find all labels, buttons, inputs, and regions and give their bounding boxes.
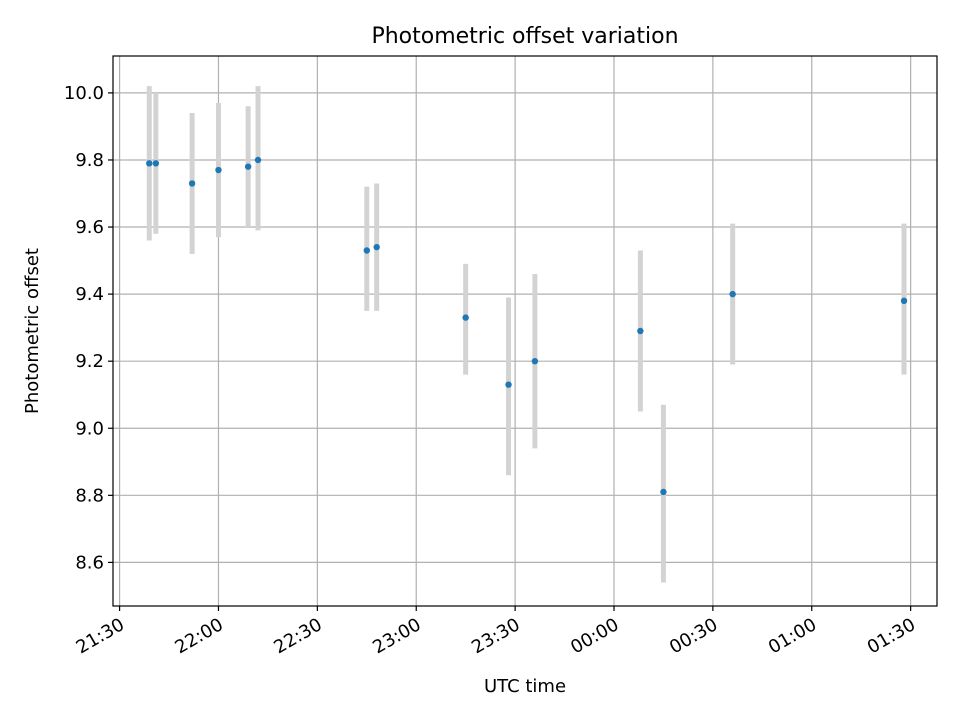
data-point [637, 327, 644, 335]
x-axis: 21:30 22:00 22:30 23:00 23:30 00:00 00:30 01:00… [73, 606, 919, 658]
x-tick-label: 00:00 [567, 614, 622, 658]
x-tick-label: 01:30 [864, 614, 919, 658]
data-point [146, 160, 153, 167]
y-tick-label: 9.2 [75, 351, 104, 372]
data-points [146, 156, 908, 496]
x-tick-label: 01:00 [765, 614, 820, 658]
data-point [505, 381, 512, 388]
y-tick-label: 9.8 [75, 150, 104, 171]
y-tick-label: 9.0 [75, 418, 104, 439]
x-tick-label: 00:30 [666, 614, 721, 658]
data-point [215, 166, 222, 174]
data-point [660, 488, 667, 496]
y-tick-label: 8.6 [75, 552, 104, 573]
data-point [729, 290, 736, 298]
y-axis-label: Photometric offset [22, 248, 43, 414]
data-point [373, 243, 380, 251]
x-tick-label: 22:30 [270, 614, 325, 658]
data-point [900, 297, 908, 305]
x-tick-label: 22:00 [172, 614, 227, 658]
data-point [244, 163, 252, 170]
data-point [531, 357, 539, 365]
plot-background [113, 56, 937, 606]
data-point [462, 314, 469, 321]
x-tick-label: 23:00 [369, 614, 424, 658]
data-point [188, 180, 196, 187]
data-point [152, 160, 160, 167]
grid [113, 56, 937, 606]
y-tick-label: 9.6 [75, 217, 104, 238]
x-tick-label: 21:30 [73, 614, 128, 658]
y-tick-label: 9.4 [75, 284, 104, 305]
x-tick-label: 23:30 [468, 614, 523, 658]
y-tick-label: 10.0 [64, 83, 104, 104]
y-tick-label: 8.8 [75, 485, 104, 506]
data-point [363, 247, 370, 254]
chart-title: Photometric offset variation [371, 24, 678, 49]
plot-frame [112, 55, 938, 607]
data-point [254, 156, 262, 164]
y-axis: 8.6 8.8 9.0 9.2 9.4 9.6 9.8 10.0 [64, 83, 113, 573]
x-axis-label: UTC time [484, 676, 566, 697]
